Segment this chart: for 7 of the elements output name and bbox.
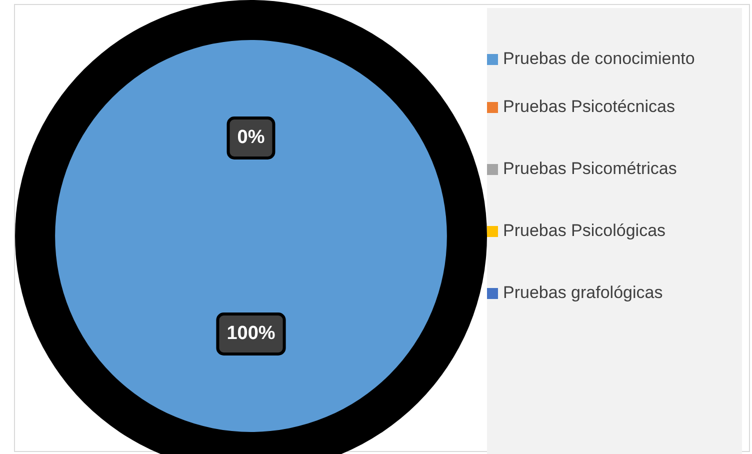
legend-label: Pruebas grafológicas	[503, 282, 664, 304]
legend-label: Pruebas Psicotécnicas	[503, 96, 676, 118]
legend-label: Pruebas de conocimiento	[503, 48, 696, 70]
legend-label: Pruebas Psicométricas	[503, 158, 678, 180]
data-label: 100%	[226, 323, 276, 344]
legend-label: Pruebas Psicológicas	[503, 220, 667, 242]
text: 0%	[237, 127, 265, 148]
